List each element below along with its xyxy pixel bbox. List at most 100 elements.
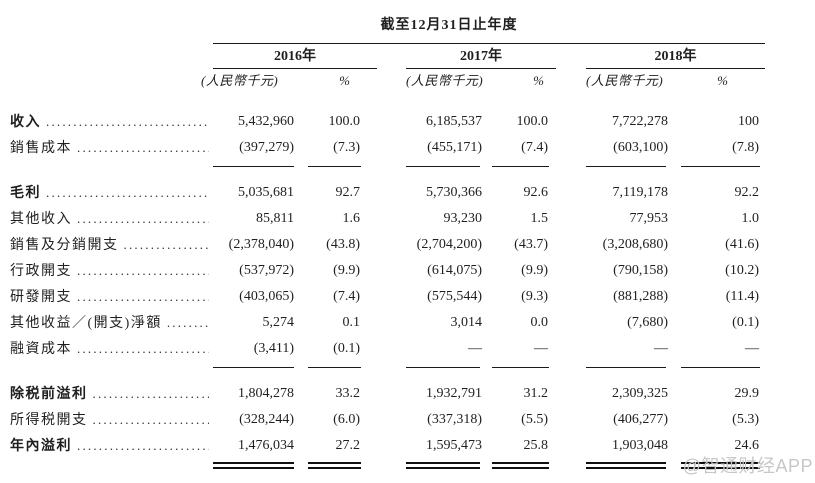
- cell: 77,953: [629, 211, 669, 226]
- year-header-2018: 2018年: [586, 44, 765, 69]
- row-label: 所得税開支: [10, 407, 213, 433]
- cell: 100.0: [516, 114, 549, 129]
- watermark: @智通财经APP: [682, 456, 813, 476]
- cell: (41.6): [725, 237, 759, 252]
- dot-leader: [93, 381, 210, 407]
- percent-header-2017: %: [533, 73, 544, 88]
- dot-leader: [77, 135, 209, 161]
- cell: (614,075): [427, 263, 482, 278]
- cell: —: [745, 341, 759, 356]
- cell: 92.2: [734, 185, 760, 200]
- cell: (2,704,200): [416, 237, 482, 252]
- cell: —: [654, 341, 668, 356]
- dot-leader: [77, 284, 209, 310]
- cell: 6,185,537: [426, 114, 482, 129]
- cell: 29.9: [734, 386, 760, 401]
- dot-leader: [77, 206, 209, 232]
- row-label: 其他收入: [10, 206, 213, 232]
- cell: 1.5: [530, 211, 549, 226]
- dot-leader: [77, 336, 209, 362]
- cell: 3,014: [450, 315, 483, 330]
- unit-header-2017: (人民幣千元): [406, 73, 484, 88]
- row-label: 其他收益／(開支)淨額: [10, 310, 213, 336]
- cell: (7.3): [333, 140, 360, 155]
- percent-header-2018: %: [717, 73, 728, 88]
- cell: (790,158): [613, 263, 668, 278]
- cell: (9.3): [521, 289, 548, 304]
- cell: (575,544): [427, 289, 482, 304]
- dot-leader: [167, 310, 209, 336]
- table-top-rule: [213, 43, 765, 44]
- cell: (5.5): [521, 412, 548, 427]
- cell: (2,378,040): [228, 237, 294, 252]
- row-label: 毛利: [10, 180, 213, 206]
- cell: 33.2: [335, 386, 361, 401]
- cell: (881,288): [613, 289, 668, 304]
- cell: (455,171): [427, 140, 482, 155]
- dot-leader: [46, 180, 209, 206]
- cell: 93,230: [443, 211, 483, 226]
- cell: (7,680): [627, 315, 668, 330]
- cell: (6.0): [333, 412, 360, 427]
- cell: (0.1): [732, 315, 759, 330]
- cell: (9.9): [333, 263, 360, 278]
- cell: (11.4): [725, 289, 759, 304]
- cell: 31.2: [523, 386, 549, 401]
- row-label: 行政開支: [10, 258, 213, 284]
- cell: (7.4): [333, 289, 360, 304]
- cell: 100.0: [328, 114, 361, 129]
- cell: (397,279): [239, 140, 294, 155]
- row-label: 年內溢利: [10, 433, 213, 459]
- cell: (7.8): [732, 140, 759, 155]
- cell: (43.7): [514, 237, 548, 252]
- cell: 92.7: [335, 185, 361, 200]
- cell: (5.3): [732, 412, 759, 427]
- percent-header-2016: %: [339, 73, 350, 88]
- cell: 5,432,960: [238, 114, 294, 129]
- cell: 0.0: [530, 315, 549, 330]
- row-label: 融資成本: [10, 336, 213, 362]
- dot-leader: [77, 433, 209, 459]
- unit-header-2016: (人民幣千元): [201, 73, 279, 88]
- financial-table: 截至12月31日止年度 2016年 2017年 2018年 (人民幣千元) % …: [10, 0, 765, 469]
- cell: (603,100): [613, 140, 668, 155]
- cell: 1,804,278: [238, 386, 294, 401]
- header-body-spacer: [10, 89, 765, 109]
- cell: (537,972): [239, 263, 294, 278]
- cell: 5,274: [262, 315, 295, 330]
- dot-leader: [77, 258, 209, 284]
- row-label: 除税前溢利: [10, 381, 213, 407]
- cell: 1,903,048: [612, 438, 668, 453]
- cell: 1.6: [342, 211, 361, 226]
- cell: 100: [738, 114, 759, 129]
- cell: (406,277): [613, 412, 668, 427]
- year-header-2017: 2017年: [406, 44, 556, 69]
- cell: 2,309,325: [612, 386, 668, 401]
- cell: 5,035,681: [238, 185, 294, 200]
- cell: 27.2: [335, 438, 361, 453]
- dot-leader: [93, 407, 210, 433]
- cell: 1,595,473: [426, 438, 482, 453]
- cell: 5,730,366: [426, 185, 482, 200]
- cell: (0.1): [333, 341, 360, 356]
- cell: (7.4): [521, 140, 548, 155]
- cell: (10.2): [725, 263, 759, 278]
- cell: 7,722,278: [612, 114, 668, 129]
- cell: (3,411): [253, 341, 294, 356]
- cell: (9.9): [521, 263, 548, 278]
- cell: 1,932,791: [426, 386, 482, 401]
- cell: 92.6: [523, 185, 549, 200]
- year-header-2016: 2016年: [213, 44, 377, 69]
- cell: (328,244): [239, 412, 294, 427]
- row-label: 銷售成本: [10, 135, 213, 161]
- cell: —: [468, 341, 482, 356]
- cell: 85,811: [256, 211, 294, 226]
- dot-leader: [46, 109, 209, 135]
- cell: (3,208,680): [602, 237, 668, 252]
- cell: —: [534, 341, 548, 356]
- row-label: 研發開支: [10, 284, 213, 310]
- cell: (43.8): [326, 237, 360, 252]
- cell: 1,476,034: [238, 438, 294, 453]
- cell: (337,318): [427, 412, 482, 427]
